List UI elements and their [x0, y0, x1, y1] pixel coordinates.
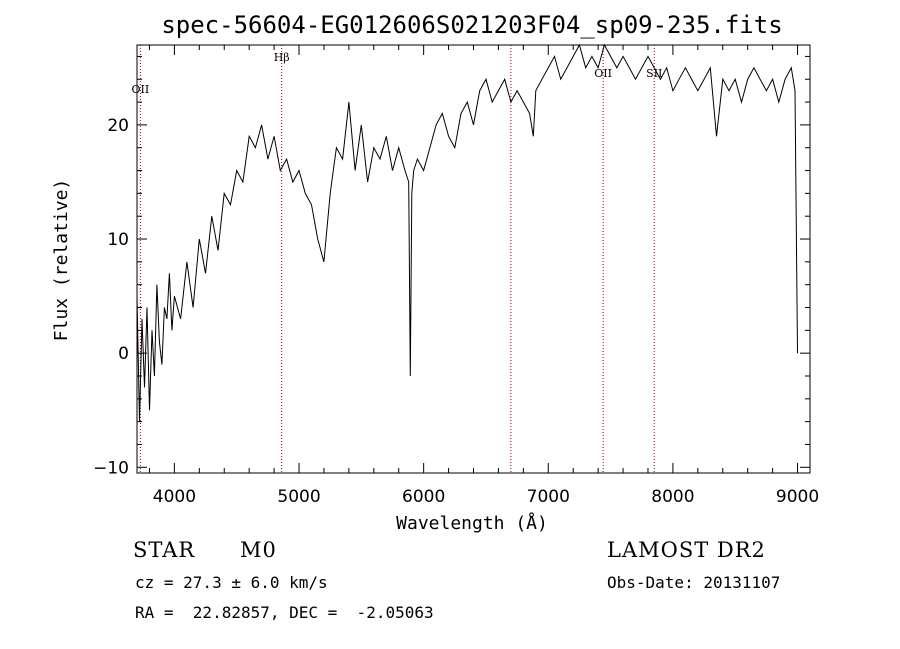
- x-tick-label-0: 4000: [153, 487, 196, 507]
- line-marker-label-0: OII: [132, 83, 150, 96]
- y-tick-label-2: 10: [107, 230, 129, 250]
- obs-date: Obs-Date: 20131107: [607, 573, 781, 592]
- line-markers: OII Hβ OII SII: [132, 45, 662, 473]
- coordinates: RA = 22.82857, DEC = -2.05063: [135, 603, 434, 622]
- line-marker-label-4: SII: [646, 67, 662, 80]
- x-axis-label: Wavelength (Å): [396, 512, 548, 534]
- axis-ticks: 4000 5000 6000 7000 8000 9000 −10 0 10 20: [93, 45, 819, 507]
- object-subclass: M0: [240, 538, 277, 562]
- chart-title: spec-56604-EG012606S021203F04_sp09-235.f…: [161, 11, 782, 39]
- spectrum-line: [136, 43, 798, 422]
- y-tick-label-1: 0: [118, 344, 129, 364]
- y-axis-label: Flux (relative): [51, 179, 72, 342]
- y-tick-label-3: 20: [107, 116, 129, 136]
- x-tick-label-4: 8000: [651, 487, 694, 507]
- x-tick-label-1: 5000: [277, 487, 320, 507]
- redshift-text: cz = 27.3 ± 6.0 km/s: [135, 573, 328, 592]
- line-marker-label-1: Hβ: [274, 51, 290, 64]
- survey-name: LAMOST DR2: [607, 538, 766, 562]
- object-class: STAR: [133, 538, 196, 562]
- plot-frame: [136, 44, 811, 474]
- y-tick-label-0: −10: [93, 458, 129, 478]
- x-tick-label-2: 6000: [402, 487, 445, 507]
- x-tick-label-5: 9000: [776, 487, 819, 507]
- x-tick-label-3: 7000: [527, 487, 570, 507]
- line-marker-label-3: OII: [594, 67, 612, 80]
